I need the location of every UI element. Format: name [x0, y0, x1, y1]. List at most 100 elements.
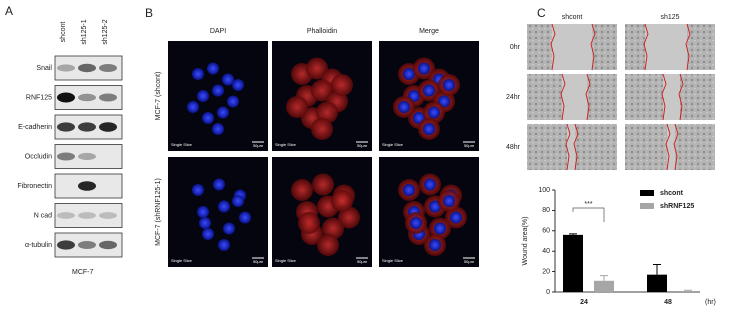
- cell-nucleus: [199, 217, 211, 229]
- cell-actin: [298, 212, 320, 234]
- scale-label: 50µm: [357, 143, 368, 148]
- protein-label: E-cadherin: [18, 124, 52, 131]
- blot-band: [57, 152, 75, 161]
- scale-label: 50µm: [253, 259, 264, 264]
- panel-label: B: [145, 6, 153, 20]
- blot-band: [99, 64, 117, 72]
- x-axis-label: (hr): [705, 299, 716, 306]
- cell-nucleus: [218, 200, 230, 213]
- blot-band: [57, 64, 75, 72]
- row-label: 24hr: [506, 94, 521, 101]
- error-bar: [600, 275, 608, 281]
- legend-label: shRNF125: [660, 203, 694, 210]
- protein-label: α-tubulin: [25, 242, 52, 249]
- cell-nucleus: [217, 106, 229, 119]
- cell-nucleus: [429, 200, 441, 213]
- cell-nucleus: [232, 79, 244, 91]
- cell-nucleus: [410, 217, 422, 229]
- y-axis-label: Wound area(%): [522, 217, 529, 266]
- cell-nucleus: [218, 239, 230, 251]
- protein-label: Fibronectin: [17, 183, 52, 190]
- row-label: MCF-7 (shcont): [155, 72, 162, 121]
- column-label: sh125: [660, 14, 679, 21]
- cell-nucleus: [223, 222, 235, 235]
- cell-nucleus: [207, 62, 219, 75]
- cell-nucleus: [428, 106, 440, 119]
- cell-nucleus: [192, 184, 204, 196]
- slice-label: Single Slice: [171, 142, 193, 147]
- cell-nucleus: [450, 211, 462, 224]
- cell-nucleus: [443, 195, 455, 207]
- cell-actin: [317, 234, 339, 256]
- cell-nucleus: [197, 90, 209, 102]
- wound-gap: [552, 24, 592, 70]
- blot-box: [54, 203, 123, 228]
- cell-nucleus: [197, 206, 209, 218]
- cell-nucleus: [212, 123, 224, 135]
- significance: ***: [584, 201, 592, 208]
- lane-label: sh125-2: [102, 19, 109, 44]
- wound-edge: [565, 123, 571, 171]
- wound-edge: [673, 123, 679, 171]
- cell-actin: [316, 101, 338, 124]
- cell-nucleus: [222, 73, 234, 86]
- error-bar: [653, 263, 661, 275]
- blot-band: [99, 93, 117, 102]
- cell-nucleus: [429, 239, 441, 251]
- y-tick-label: 20: [542, 268, 550, 275]
- blot-band: [57, 212, 75, 219]
- wound-edge: [590, 23, 596, 71]
- cell-nucleus: [423, 123, 435, 135]
- blot-band: [78, 152, 96, 161]
- column-label: shcont: [562, 14, 583, 21]
- bar: [563, 234, 583, 292]
- x-tick-label: 48: [664, 299, 672, 306]
- blot-band: [57, 122, 75, 132]
- error-bar: [569, 233, 577, 235]
- error-bar: [684, 289, 692, 291]
- y-tick-label: 0: [546, 289, 550, 296]
- cell-nucleus: [213, 178, 225, 191]
- wound-edge: [643, 23, 649, 71]
- cell-nucleus: [434, 222, 446, 235]
- blot-band: [99, 122, 117, 132]
- y-tick-label: 80: [542, 207, 550, 214]
- wound-edge: [685, 23, 691, 71]
- column-label: DAPI: [210, 28, 226, 35]
- scale-label: 50µm: [464, 259, 475, 264]
- y-tick-label: 40: [542, 248, 550, 255]
- micrograph: [168, 157, 268, 267]
- panel-label: C: [537, 6, 546, 20]
- cell-nucleus: [418, 62, 430, 75]
- cell-nucleus: [202, 112, 214, 124]
- wound-gap: [567, 124, 575, 170]
- wound-edge: [665, 123, 671, 171]
- protein-label: Occludin: [25, 153, 52, 160]
- lane-label: shcont: [60, 22, 67, 43]
- y-tick-label: 100: [538, 187, 550, 194]
- cell-nucleus: [403, 184, 415, 196]
- scale-label: 50µm: [253, 143, 264, 148]
- cell-nucleus: [192, 68, 204, 80]
- wound-gap: [667, 124, 675, 170]
- wound-edge: [678, 73, 684, 121]
- blot-band: [57, 92, 75, 103]
- cell-nucleus: [202, 228, 214, 240]
- wound-gap: [562, 74, 587, 120]
- blot-band: [78, 122, 96, 132]
- slice-label: Single Slice: [275, 142, 297, 147]
- cell-nucleus: [232, 195, 244, 207]
- cell-nucleus: [403, 68, 415, 80]
- wound-edge: [585, 73, 591, 121]
- y-tick-label: 60: [542, 228, 550, 235]
- blot-band: [78, 93, 96, 102]
- blot-band: [78, 212, 96, 219]
- slice-label: Single Slice: [382, 258, 404, 263]
- x-tick-label: 24: [580, 299, 588, 306]
- cell-actin: [311, 118, 333, 140]
- cell-line: MCF-7: [72, 269, 93, 276]
- bar: [594, 280, 614, 292]
- wound-edge: [661, 73, 667, 121]
- cell-nucleus: [212, 84, 224, 97]
- cell-actin: [331, 190, 353, 212]
